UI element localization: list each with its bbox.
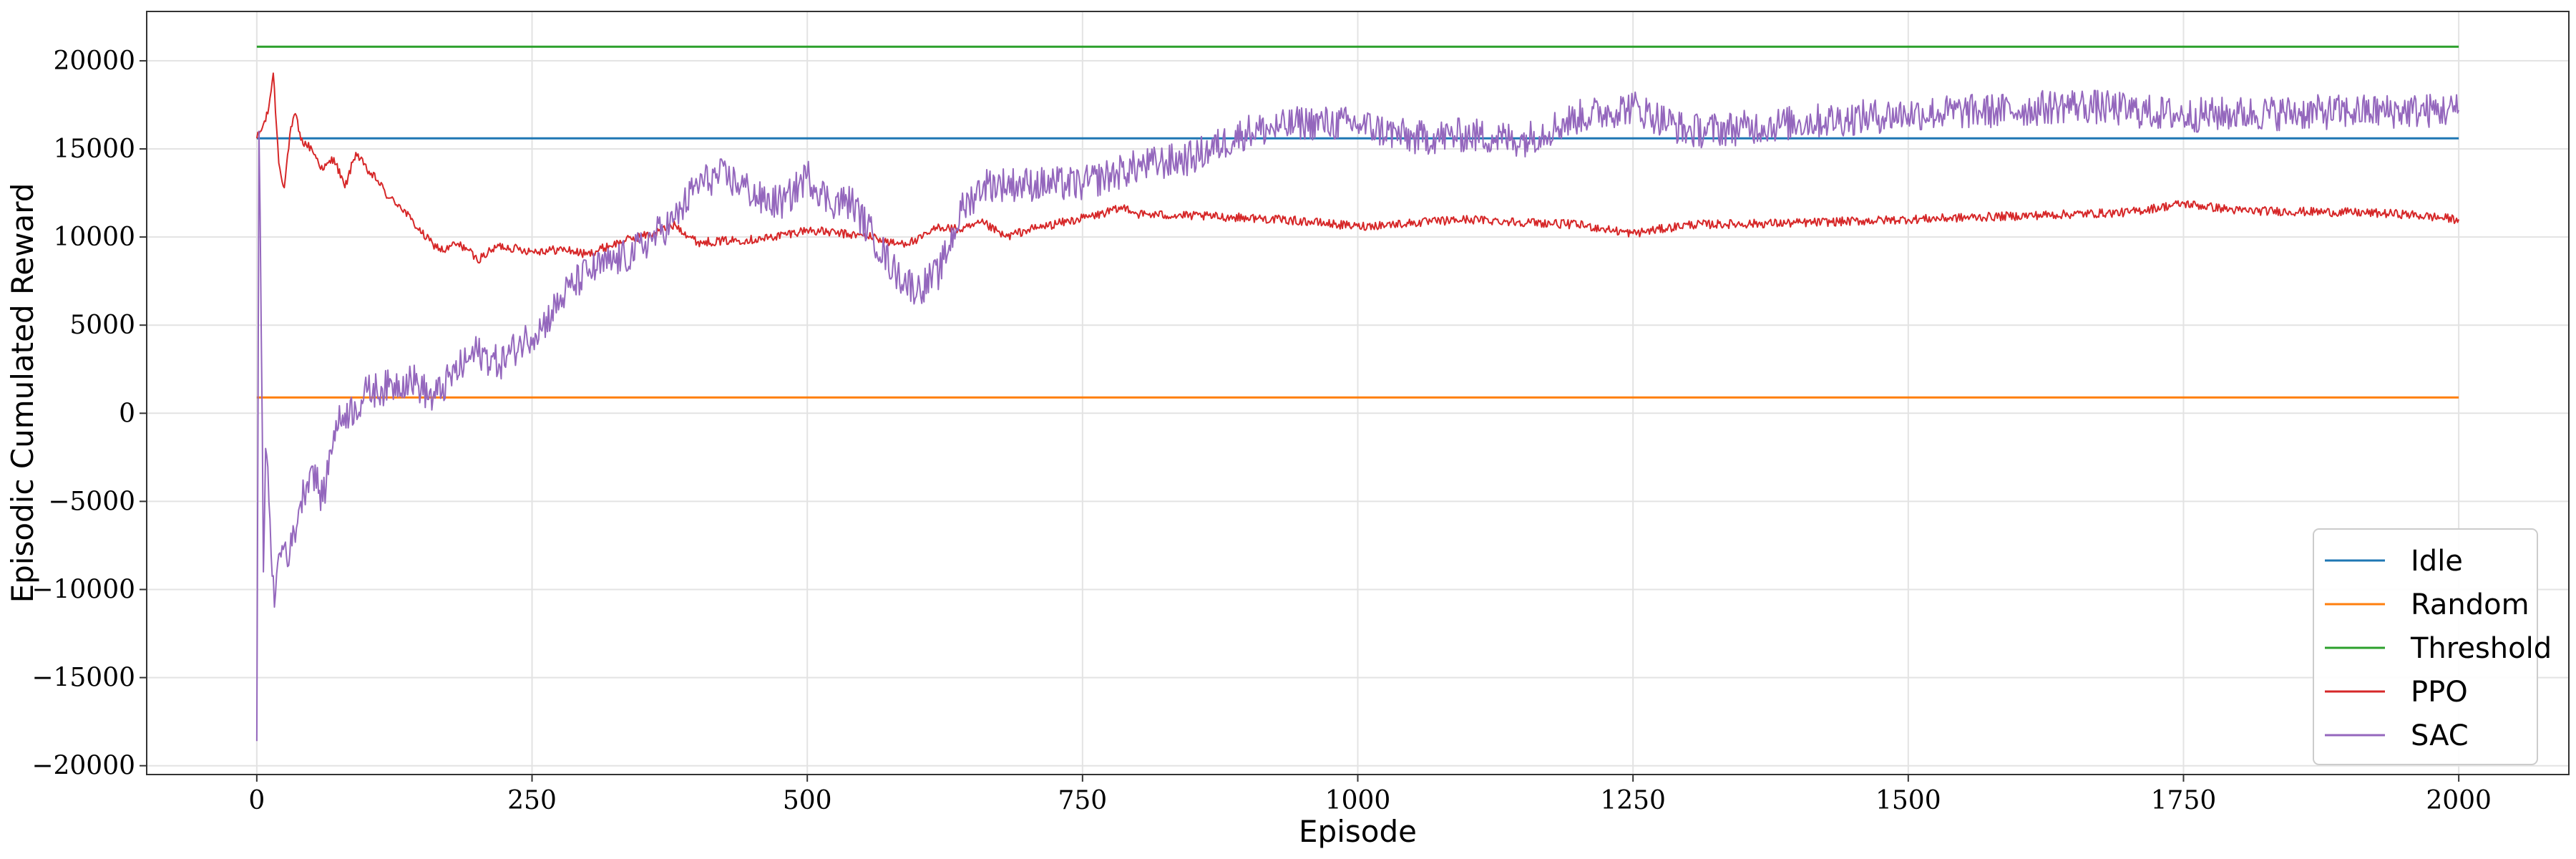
y-tick-label: 0 [119, 399, 135, 428]
y-tick-label: −15000 [31, 664, 135, 693]
y-tick-label: −5000 [48, 487, 135, 516]
y-tick-label: −20000 [31, 752, 135, 781]
x-axis: 0 250 500 750 1000 1250 1500 1750 2000 [248, 775, 2492, 815]
legend-label: Idle [2411, 545, 2463, 578]
legend-label: Random [2411, 588, 2529, 621]
series-line-sac [255, 89, 2460, 742]
legend-label: SAC [2411, 719, 2469, 752]
y-tick-label: 5000 [69, 311, 135, 340]
x-tick-label: 1500 [1875, 786, 1941, 815]
plot-lines [255, 45, 2460, 742]
y-tick-label: 15000 [53, 135, 135, 164]
legend-label: PPO [2411, 676, 2468, 709]
y-tick-label: 20000 [53, 47, 135, 76]
y-axis-title: Episodic Cumulated Reward [5, 183, 40, 603]
legend-label: Threshold [2410, 632, 2552, 665]
x-tick-label: 2000 [2426, 786, 2492, 815]
y-axis: −20000 −15000 −10000 −5000 0 5000 10000 15000 20… [31, 47, 147, 781]
legend: Idle Random Threshold PPO SAC [2313, 528, 2552, 765]
x-tick-label: 750 [1058, 786, 1107, 815]
x-tick-label: 1250 [1600, 786, 1666, 815]
y-tick-label: 10000 [53, 223, 135, 252]
x-tick-label: 500 [783, 786, 832, 815]
x-tick-label: 0 [248, 786, 265, 815]
x-tick-label: 1750 [2151, 786, 2217, 815]
x-axis-title: Episode [1299, 814, 1417, 849]
x-tick-label: 1000 [1325, 786, 1391, 815]
y-tick-label: −10000 [31, 576, 135, 605]
x-tick-label: 250 [507, 786, 557, 815]
legend-box [2313, 528, 2538, 765]
